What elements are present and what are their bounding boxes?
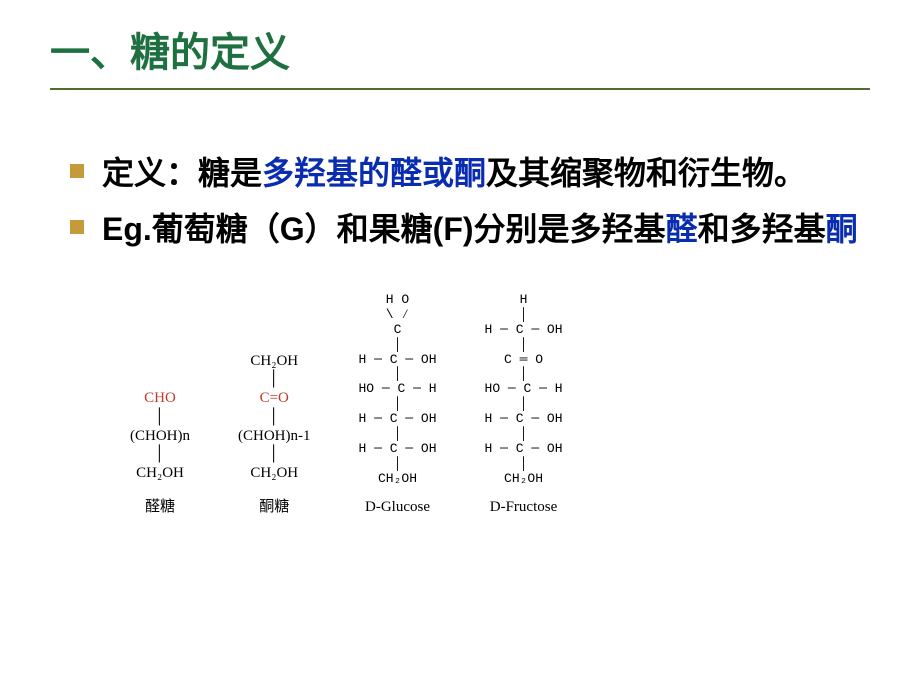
formula-line: (CHOH)n-1 bbox=[238, 427, 311, 446]
bullet-text-1: 定义：糖是多羟基的醛或酮及其缩聚物和衍生物。 bbox=[102, 150, 806, 196]
bullet-icon bbox=[70, 164, 84, 178]
formula-body: H O \ ∕ C │ H ─ C ─ OH │ HO ─ C ─ H │ H … bbox=[359, 293, 437, 487]
formula-line: │ bbox=[130, 445, 190, 464]
formula-line: │ bbox=[238, 370, 311, 389]
formula-line: C=O bbox=[238, 389, 311, 408]
formulas-row: CHO │ (CHOH)n │ CH₂OH 醛糖 CH₂OH │ C=O │ (… bbox=[130, 293, 870, 516]
formula-line: H ─ C ─ OH bbox=[359, 353, 437, 368]
formula-line: │ bbox=[485, 457, 563, 472]
formula-line: H O bbox=[359, 293, 437, 308]
formula-glucose: H O \ ∕ C │ H ─ C ─ OH │ HO ─ C ─ H │ H … bbox=[359, 293, 437, 516]
formula-line: C bbox=[359, 323, 437, 338]
bullet-text-2: Eg.葡萄糖（G）和果糖(F)分别是多羟基醛和多羟基酮 bbox=[102, 206, 858, 252]
formula-line: H bbox=[485, 293, 563, 308]
formula-line: H ─ C ─ OH bbox=[485, 323, 563, 338]
formula-line: CH₂OH bbox=[359, 472, 437, 487]
formula-line: │ bbox=[359, 367, 437, 382]
formula-line: C ═ O bbox=[485, 353, 563, 368]
formula-label: 酮糖 bbox=[259, 495, 289, 516]
formula-line: │ bbox=[359, 338, 437, 353]
formula-ketose: CH₂OH │ C=O │ (CHOH)n-1 │ CH₂OH 酮糖 bbox=[238, 352, 311, 516]
formula-line: H ─ C ─ OH bbox=[359, 442, 437, 457]
formula-label: 醛糖 bbox=[145, 495, 175, 516]
formula-line: │ bbox=[359, 427, 437, 442]
content-area: 定义：糖是多羟基的醛或酮及其缩聚物和衍生物。 Eg.葡萄糖（G）和果糖(F)分别… bbox=[70, 150, 870, 516]
formula-line: H ─ C ─ OH bbox=[359, 412, 437, 427]
bullet-row-1: 定义：糖是多羟基的醛或酮及其缩聚物和衍生物。 bbox=[70, 150, 870, 196]
formula-line: │ bbox=[238, 445, 311, 464]
text-seg: Eg.葡萄糖（G）和果糖(F)分别是多羟基 bbox=[102, 211, 666, 247]
formula-label: D-Fructose bbox=[490, 499, 558, 516]
formula-line: \ ∕ bbox=[359, 308, 437, 323]
formula-line: CH₂OH bbox=[238, 352, 311, 371]
text-seg-blue: 酮 bbox=[826, 211, 858, 247]
formula-line: │ bbox=[485, 338, 563, 353]
slide: 一、糖的定义 定义：糖是多羟基的醛或酮及其缩聚物和衍生物。 Eg.葡萄糖（G）和… bbox=[0, 0, 920, 690]
formula-line: HO ─ C ─ H bbox=[485, 382, 563, 397]
formula-line: CH₂OH bbox=[238, 464, 311, 483]
text-seg: 及其缩聚物和衍生物。 bbox=[486, 155, 806, 191]
formula-line: │ bbox=[485, 427, 563, 442]
formula-line: │ bbox=[485, 367, 563, 382]
text-seg-blue: 多羟基的醛或酮 bbox=[262, 155, 486, 191]
formula-line: CH₂OH bbox=[485, 472, 563, 487]
formula-body: H │ H ─ C ─ OH │ C ═ O │ HO ─ C ─ H │ H … bbox=[485, 293, 563, 487]
formula-line: HO ─ C ─ H bbox=[359, 382, 437, 397]
text-seg: 定义：糖是 bbox=[102, 155, 262, 191]
formula-line: H ─ C ─ OH bbox=[485, 412, 563, 427]
slide-title: 一、糖的定义 bbox=[50, 20, 870, 78]
formula-line: │ bbox=[359, 397, 437, 412]
formula-line: H ─ C ─ OH bbox=[485, 442, 563, 457]
title-wrap: 一、糖的定义 bbox=[50, 20, 870, 90]
formula-line: │ bbox=[238, 408, 311, 427]
bullet-icon bbox=[70, 220, 84, 234]
formula-body: CHO │ (CHOH)n │ CH₂OH bbox=[130, 389, 190, 483]
text-seg: 和多羟基 bbox=[698, 211, 826, 247]
formula-line: │ bbox=[359, 457, 437, 472]
formula-line: │ bbox=[485, 397, 563, 412]
formula-aldose: CHO │ (CHOH)n │ CH₂OH 醛糖 bbox=[130, 389, 190, 516]
formula-line: (CHOH)n bbox=[130, 427, 190, 446]
formula-fructose: H │ H ─ C ─ OH │ C ═ O │ HO ─ C ─ H │ H … bbox=[485, 293, 563, 516]
formula-label: D-Glucose bbox=[365, 499, 430, 516]
text-seg-blue: 醛 bbox=[666, 211, 698, 247]
bullet-row-2: Eg.葡萄糖（G）和果糖(F)分别是多羟基醛和多羟基酮 bbox=[70, 206, 870, 252]
formula-line: CHO bbox=[130, 389, 190, 408]
formula-body: CH₂OH │ C=O │ (CHOH)n-1 │ CH₂OH bbox=[238, 352, 311, 483]
formula-line: │ bbox=[485, 308, 563, 323]
formula-line: CH₂OH bbox=[130, 464, 190, 483]
formula-line: │ bbox=[130, 408, 190, 427]
